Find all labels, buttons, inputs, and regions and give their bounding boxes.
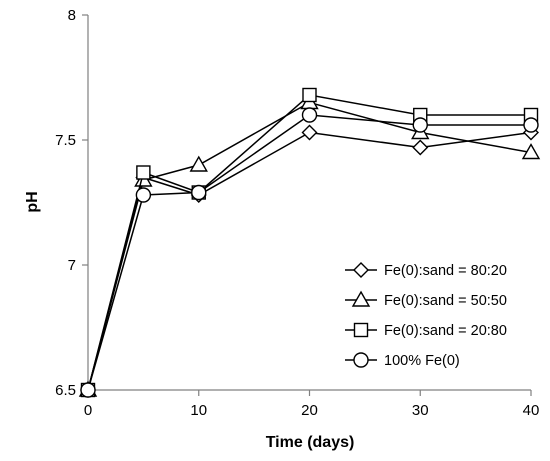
legend-item: Fe(0):sand = 20:80 <box>345 322 507 339</box>
x-tick-label: 40 <box>523 402 540 419</box>
data-point-circle <box>301 107 318 123</box>
series-line <box>87 131 532 391</box>
y-tick-label: 7 <box>68 257 76 274</box>
x-axis-title: Time (days) <box>266 434 355 451</box>
legend-label: Fe(0):sand = 50:50 <box>384 293 507 309</box>
legend-marker-circle <box>353 352 369 368</box>
axes: 6.5 7 7.5 8 0 10 20 30 40 <box>55 7 539 419</box>
y-axis-title: pH <box>24 191 41 212</box>
y-tick-label: 6.5 <box>55 382 76 399</box>
data-point-circle <box>80 382 96 398</box>
legend-label: 100% Fe(0) <box>384 353 460 369</box>
legend-item: 100% Fe(0) <box>345 352 460 369</box>
legend-label: Fe(0):sand = 80:20 <box>384 263 507 279</box>
data-point-square <box>136 165 151 180</box>
data-point-triangle <box>521 143 541 160</box>
y-tick-label: 8 <box>68 7 76 24</box>
data-point-circle <box>191 184 207 201</box>
data-point-diamond <box>301 124 318 141</box>
data-point-triangle <box>189 155 208 172</box>
legend-marker-square <box>353 322 369 338</box>
x-tick-label: 20 <box>301 402 318 419</box>
series-line <box>87 94 531 391</box>
legend-item: Fe(0):sand = 50:50 <box>345 290 507 309</box>
legend-marker-triangle <box>351 290 371 307</box>
legend: Fe(0):sand = 80:20 Fe(0):sand = 50:50 Fe(0… <box>345 262 507 369</box>
legend-label: Fe(0):sand = 20:80 <box>384 323 507 339</box>
data-point-square <box>302 87 317 103</box>
legend-item: Fe(0):sand = 80:20 <box>345 262 507 279</box>
data-point-diamond <box>412 139 429 156</box>
data-point-circle <box>135 187 152 203</box>
y-tick-label: 7.5 <box>55 132 76 149</box>
series-line <box>87 101 532 391</box>
x-tick-label: 0 <box>84 402 92 419</box>
series-layer <box>78 87 541 398</box>
series-line <box>87 114 531 391</box>
legend-marker-diamond <box>353 262 369 278</box>
data-point-circle <box>523 117 539 133</box>
x-tick-label: 10 <box>190 402 207 419</box>
x-tick-label: 30 <box>412 402 429 419</box>
series-4 <box>80 107 539 398</box>
data-point-circle <box>412 117 428 133</box>
